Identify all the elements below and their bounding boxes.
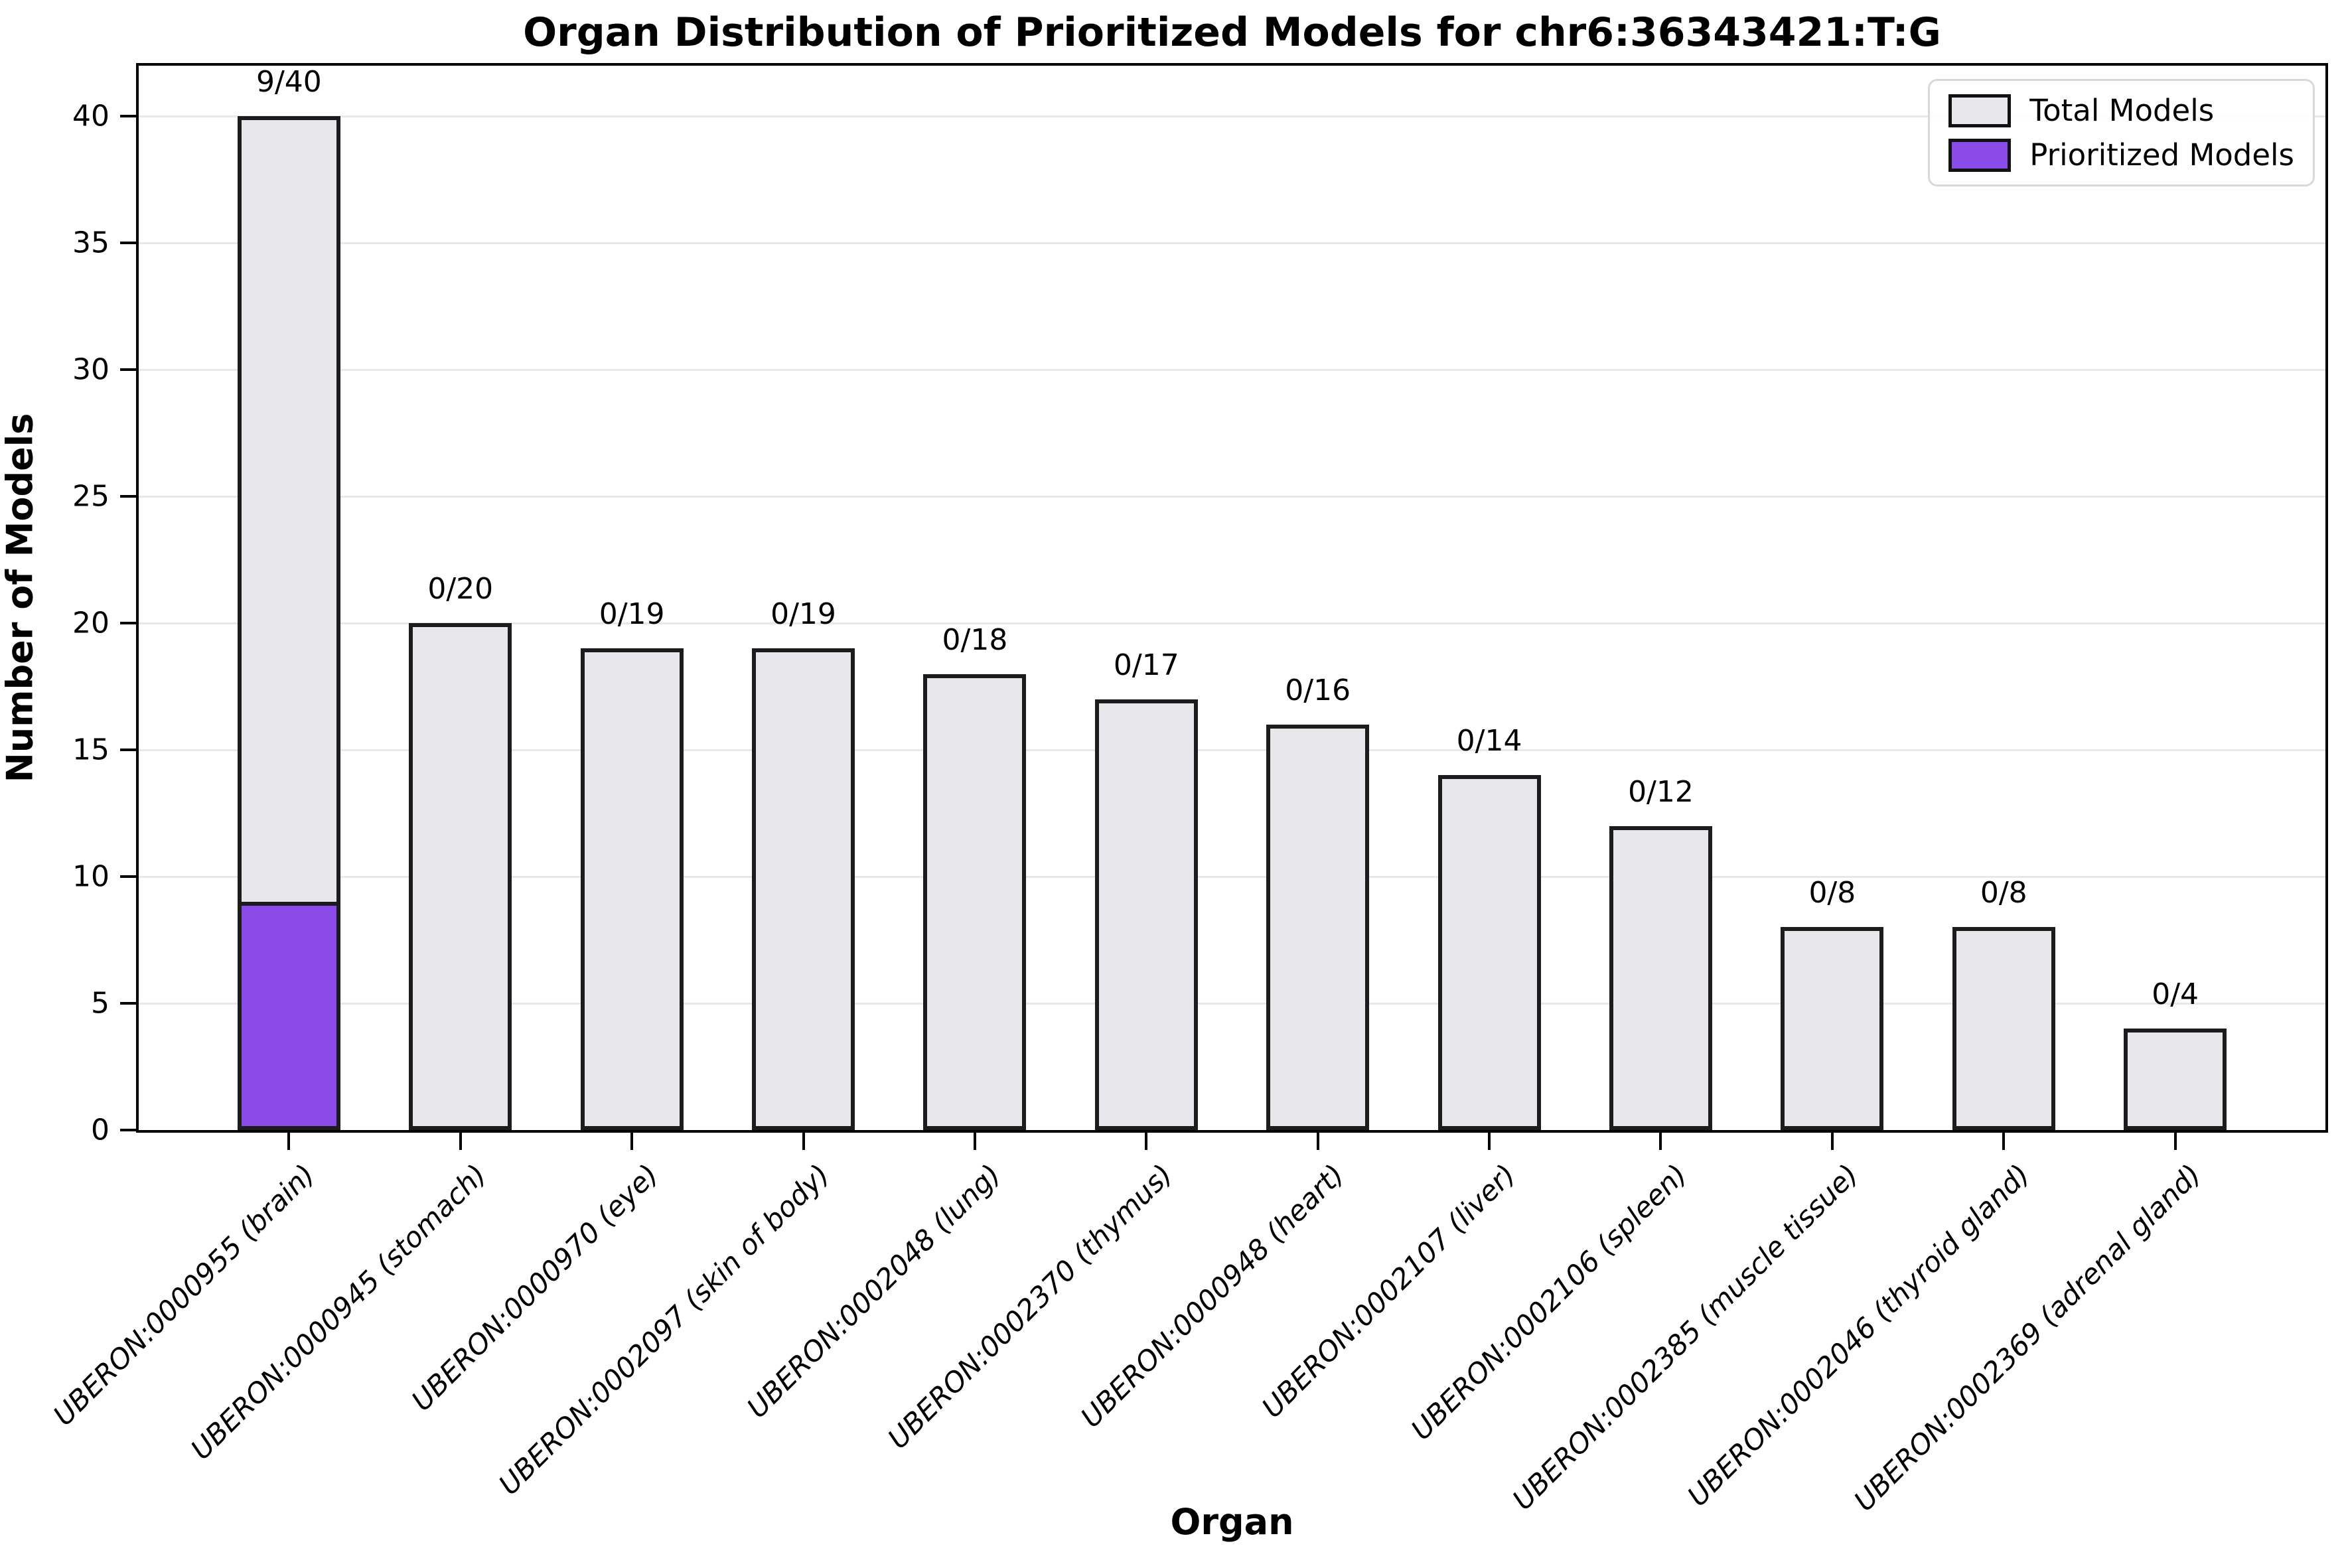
bar-annotation: 0/4 <box>2152 977 2199 1012</box>
legend-item-total: Total Models <box>1948 93 2294 128</box>
gridline <box>139 1002 2325 1005</box>
bar-annotation: 0/18 <box>942 622 1008 657</box>
total-models-swatch-icon <box>1948 94 2012 127</box>
y-tick-mark <box>120 368 136 372</box>
x-tick-mark <box>802 1133 805 1150</box>
total-bar <box>752 648 855 1130</box>
total-bar <box>2124 1029 2227 1130</box>
y-tick-label: 15 <box>72 733 110 767</box>
gridline <box>139 368 2325 371</box>
total-bar <box>1437 775 1541 1130</box>
total-bar <box>580 648 684 1130</box>
y-axis-title: Number of Models <box>0 413 41 783</box>
prioritized-bar <box>237 902 340 1130</box>
x-tick-mark <box>630 1133 634 1150</box>
gridline <box>139 748 2325 751</box>
x-tick-mark <box>2173 1133 2177 1150</box>
prioritized-models-swatch-icon <box>1948 138 2012 172</box>
total-bar <box>1266 724 1370 1130</box>
y-tick-label: 25 <box>72 479 110 514</box>
legend-label-prioritized: Prioritized Models <box>2029 137 2294 173</box>
x-tick-mark <box>1488 1133 1491 1150</box>
legend-item-prioritized: Prioritized Models <box>1948 137 2294 173</box>
y-tick-label: 5 <box>91 986 110 1021</box>
total-bar <box>1952 927 2055 1130</box>
bar-annotation: 0/8 <box>1808 876 1856 910</box>
total-bar <box>923 674 1027 1130</box>
x-tick-label: UBERON:0002370 (thymus) <box>881 1158 1179 1455</box>
bar-annotation: 0/19 <box>770 597 836 632</box>
x-tick-mark <box>1145 1133 1148 1150</box>
chart-title: Organ Distribution of Prioritized Models… <box>523 9 1941 56</box>
gridline <box>139 242 2325 244</box>
bar-annotation: 0/17 <box>1113 648 1179 682</box>
y-tick-label: 30 <box>72 352 110 387</box>
y-tick-label: 0 <box>91 1113 110 1147</box>
y-tick-mark <box>120 748 136 752</box>
bar-annotation: 0/12 <box>1628 774 1694 809</box>
total-bar <box>1781 927 1884 1130</box>
x-tick-mark <box>287 1133 291 1150</box>
gridline <box>139 875 2325 878</box>
y-tick-mark <box>120 622 136 625</box>
x-tick-mark <box>1316 1133 1319 1150</box>
total-bar <box>1609 825 1712 1130</box>
gridline <box>139 622 2325 624</box>
bar-annotation: 9/40 <box>256 65 322 100</box>
y-tick-label: 35 <box>72 226 110 260</box>
y-tick-mark <box>120 242 136 245</box>
y-tick-mark <box>120 1129 136 1131</box>
gridline <box>139 115 2325 117</box>
y-tick-label: 10 <box>72 859 110 894</box>
x-tick-mark <box>973 1133 976 1150</box>
total-bar <box>1094 699 1198 1130</box>
total-bar <box>409 623 512 1130</box>
bar-annotation: 0/8 <box>1980 876 2027 910</box>
y-tick-mark <box>120 1002 136 1005</box>
legend-label-total: Total Models <box>2029 93 2215 128</box>
x-tick-mark <box>1830 1133 1834 1150</box>
y-tick-mark <box>120 115 136 118</box>
y-tick-label: 40 <box>72 99 110 133</box>
x-tick-label: UBERON:0002097 (skin of body) <box>492 1158 836 1502</box>
bar-annotation: 0/20 <box>427 572 494 606</box>
x-tick-label: UBERON:0002385 (muscle tissue) <box>1506 1158 1865 1517</box>
gridline <box>139 495 2325 498</box>
x-tick-mark <box>1659 1133 1662 1150</box>
x-tick-label: UBERON:0002369 (adrenal gland) <box>1848 1158 2208 1518</box>
x-tick-label: UBERON:0000945 (stomach) <box>184 1158 493 1466</box>
x-tick-label: UBERON:0002106 (spleen) <box>1404 1158 1694 1447</box>
plot-area: 0 5 10 15 20 25 30 35 40 9/40 0/20 0/19 0/19 0/18 0/1… <box>47 63 2328 1518</box>
legend: Total Models Prioritized Models <box>1928 79 2315 186</box>
x-axis-title: Organ <box>1170 1501 1294 1543</box>
x-tick-mark <box>2002 1133 2006 1150</box>
y-tick-mark <box>120 495 136 498</box>
x-tick-mark <box>459 1133 462 1150</box>
bar-annotation: 0/19 <box>599 597 665 632</box>
y-tick-mark <box>120 875 136 879</box>
x-tick-label: UBERON:0002046 (thyroid gland) <box>1681 1158 2036 1513</box>
bar-annotation: 0/14 <box>1456 724 1522 758</box>
y-tick-label: 20 <box>72 606 110 640</box>
bar-annotation: 0/16 <box>1285 673 1351 707</box>
